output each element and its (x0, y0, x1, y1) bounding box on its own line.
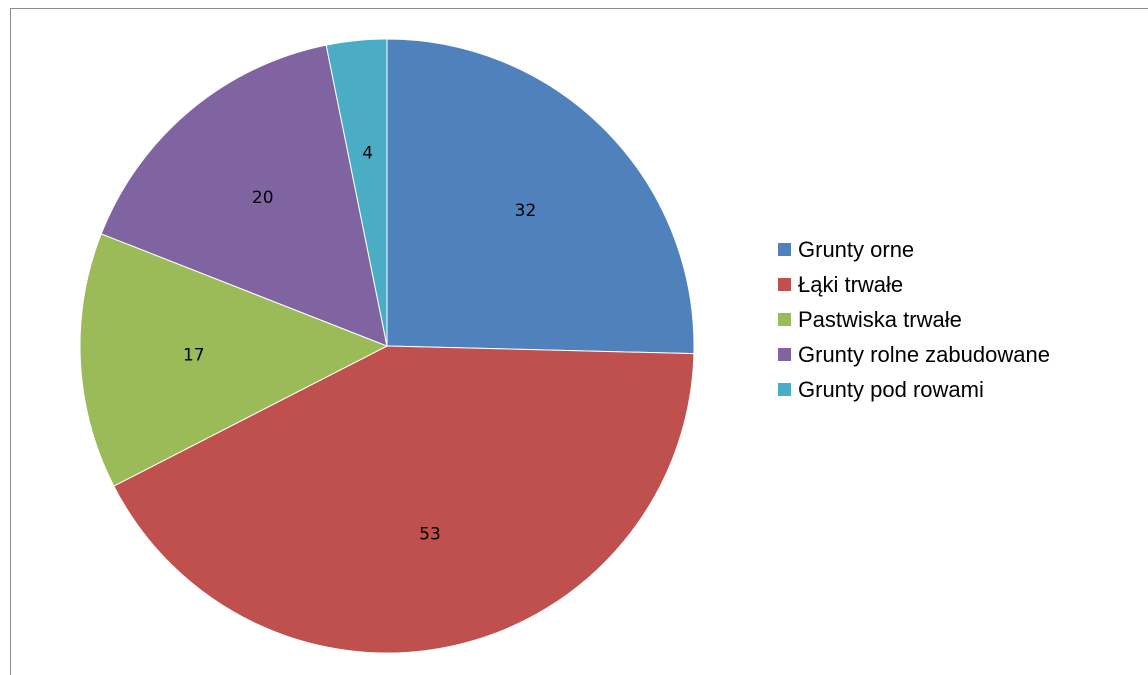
data-label-grunty-orne: 32 (515, 201, 537, 221)
legend-swatch (778, 243, 791, 256)
legend-item-pastwiska-trwale: Pastwiska trwałe (778, 302, 1050, 337)
pie-slice-laki-trwale (113, 345, 695, 654)
legend-label: Grunty orne (798, 236, 915, 262)
data-label-grunty-pod-rowami: 4 (362, 144, 373, 164)
legend-swatch (778, 278, 791, 291)
legend-label: Grunty pod rowami (798, 376, 984, 402)
data-label-pastwiska-trwale: 17 (183, 346, 205, 366)
legend-item-laki-trwale: Łąki trwałe (778, 267, 1050, 302)
pie-slice-grunty-pod-rowami (325, 38, 388, 347)
legend-item-grunty-orne: Grunty orne (778, 232, 1050, 267)
legend-item-grunty-rolne-zabudowane: Grunty rolne zabudowane (778, 337, 1050, 372)
legend: Grunty orne Łąki trwałe Pastwiska trwałe… (778, 232, 1050, 407)
data-label-laki-trwale: 53 (419, 525, 441, 545)
pie-slice-pastwiska-trwale (79, 233, 389, 487)
legend-item-grunty-pod-rowami: Grunty pod rowami (778, 372, 1050, 407)
pie-slice-grunty-orne (386, 38, 695, 355)
legend-swatch (778, 348, 791, 361)
data-label-grunty-rolne-zabudowane: 20 (252, 188, 274, 208)
legend-label: Grunty rolne zabudowane (798, 341, 1050, 367)
legend-swatch (778, 383, 791, 396)
pie-slice-grunty-rolne-zabudowane (100, 44, 388, 347)
legend-label: Łąki trwałe (798, 271, 904, 297)
legend-swatch (778, 313, 791, 326)
legend-label: Pastwiska trwałe (798, 306, 962, 332)
